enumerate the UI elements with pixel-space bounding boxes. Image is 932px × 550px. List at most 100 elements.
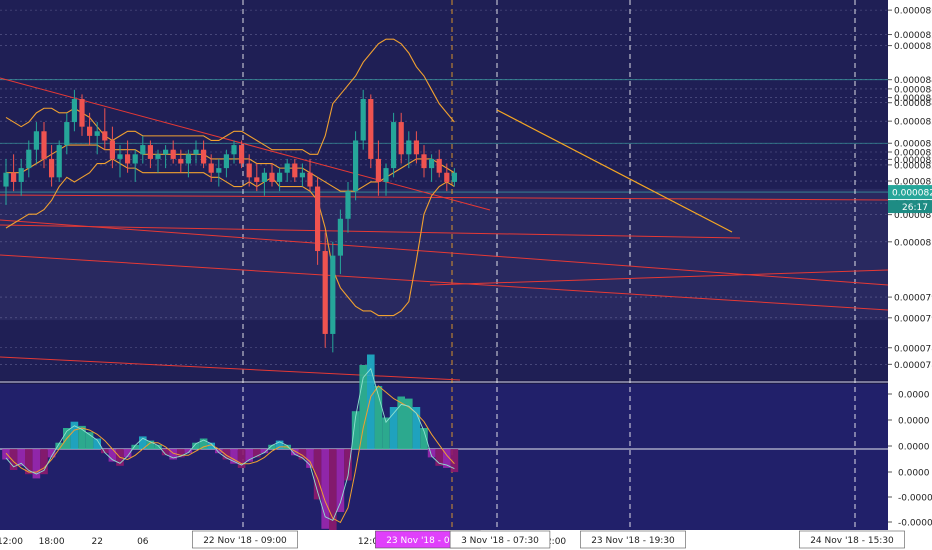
candle-body[interactable] <box>436 158 442 173</box>
histogram-bar <box>161 449 170 456</box>
candle-body[interactable] <box>292 163 298 178</box>
candle-body[interactable] <box>102 131 108 141</box>
price-tick-label: 0.00008232 <box>894 178 932 188</box>
candle-body[interactable] <box>140 145 146 155</box>
histogram-bar <box>207 442 215 449</box>
histogram-bar <box>32 449 41 479</box>
candle-body[interactable] <box>201 149 207 164</box>
candle-body[interactable] <box>307 172 313 187</box>
candle-body[interactable] <box>94 131 100 136</box>
candle-body[interactable] <box>26 149 32 169</box>
price-tick-label: 0.00008432 <box>894 85 932 95</box>
histogram-bar <box>367 354 375 449</box>
candle-body[interactable] <box>239 145 245 164</box>
histogram-bar <box>268 444 276 449</box>
time-badge-label: 23 Nov '18 - 19:30 <box>591 536 675 546</box>
candle-body[interactable] <box>56 145 62 178</box>
candle-body[interactable] <box>353 140 359 192</box>
candle-body[interactable] <box>429 158 435 169</box>
candle-body[interactable] <box>79 99 85 127</box>
candle-body[interactable] <box>109 140 115 159</box>
candle-body[interactable] <box>216 168 222 173</box>
candle-body[interactable] <box>147 145 153 159</box>
candle-body[interactable] <box>87 126 93 136</box>
histogram-bar <box>298 449 307 460</box>
histogram-bar <box>139 436 147 449</box>
histogram-pane[interactable] <box>0 354 888 534</box>
histogram-bar <box>306 449 314 468</box>
candle-body[interactable] <box>451 172 457 182</box>
candle-body[interactable] <box>345 191 351 219</box>
time-axis: 12:0018:00220618:0012:00062406:0012:0022… <box>0 530 932 550</box>
candle-body[interactable] <box>322 251 328 334</box>
candle-body[interactable] <box>391 122 397 169</box>
histogram-bar <box>25 449 33 475</box>
price-band-bg <box>0 188 888 321</box>
candle-body[interactable] <box>421 154 427 169</box>
candle-body[interactable] <box>277 172 283 182</box>
candle-body[interactable] <box>337 218 343 256</box>
candle-body[interactable] <box>71 99 77 123</box>
candle-body[interactable] <box>155 154 161 159</box>
candle-body[interactable] <box>246 163 252 178</box>
histogram-bar <box>443 449 451 468</box>
candle-body[interactable] <box>163 149 169 155</box>
red-trendline <box>0 219 889 286</box>
candle-body[interactable] <box>269 172 275 182</box>
candle-body[interactable] <box>208 163 214 173</box>
candle-body[interactable] <box>125 154 131 164</box>
candle-body[interactable] <box>406 140 412 155</box>
histogram-bar <box>154 444 162 449</box>
candle-body[interactable] <box>49 158 55 178</box>
candle-body[interactable] <box>41 131 47 159</box>
candle-body[interactable] <box>284 163 290 173</box>
candle-body[interactable] <box>360 99 366 141</box>
candle-body[interactable] <box>330 255 336 334</box>
histogram-bar <box>70 421 79 449</box>
histogram-bar <box>260 449 269 454</box>
candle-body[interactable] <box>444 172 450 182</box>
countdown-label: 26:17 <box>902 203 928 213</box>
histogram-bar <box>215 449 223 454</box>
time-badge-label: 23 Nov '18 - 02:00 <box>386 536 470 546</box>
histogram-bar <box>359 365 367 449</box>
price-tick-label: 0.00008314 <box>894 140 932 150</box>
candle-body[interactable] <box>132 154 138 164</box>
price-tick-label: 0.00008413 <box>894 94 932 104</box>
candle-body[interactable] <box>383 168 389 182</box>
candle-body[interactable] <box>18 168 24 182</box>
price-tick-label: 0.00008267 <box>894 161 932 171</box>
histogram-bar <box>184 449 193 454</box>
price-tick-label: 0.00008295 <box>894 149 932 159</box>
current-price-badge <box>888 185 932 200</box>
candle-body[interactable] <box>254 177 260 182</box>
price-pane[interactable] <box>0 0 889 530</box>
candle-body[interactable] <box>413 140 419 155</box>
candle-body[interactable] <box>3 172 9 187</box>
candle-body[interactable] <box>375 158 381 182</box>
candle-body[interactable] <box>231 145 237 155</box>
candle-body[interactable] <box>193 149 199 155</box>
price-tick-label: 0.00008100 <box>894 238 932 248</box>
bollinger-lower <box>5 158 455 317</box>
price-tick-label: 0.00008159 <box>894 211 932 221</box>
candle-body[interactable] <box>178 158 184 164</box>
time-tick-label: 12:00 <box>540 537 566 547</box>
candle-body[interactable] <box>299 172 305 178</box>
candle-body[interactable] <box>33 131 39 150</box>
candle-body[interactable] <box>185 154 191 164</box>
candle-body[interactable] <box>170 149 176 159</box>
candle-body[interactable] <box>223 154 229 169</box>
candle-body[interactable] <box>64 122 70 146</box>
candle-body[interactable] <box>368 99 374 159</box>
candle-body[interactable] <box>398 122 404 155</box>
candle-body[interactable] <box>117 154 123 159</box>
candle-body[interactable] <box>11 172 17 182</box>
red-trendline <box>0 194 889 201</box>
candle-body[interactable] <box>261 172 267 182</box>
histogram-bar <box>397 396 405 449</box>
time-tick-label: 22 <box>91 537 102 547</box>
histogram-bar <box>17 449 25 466</box>
candle-body[interactable] <box>315 186 321 252</box>
